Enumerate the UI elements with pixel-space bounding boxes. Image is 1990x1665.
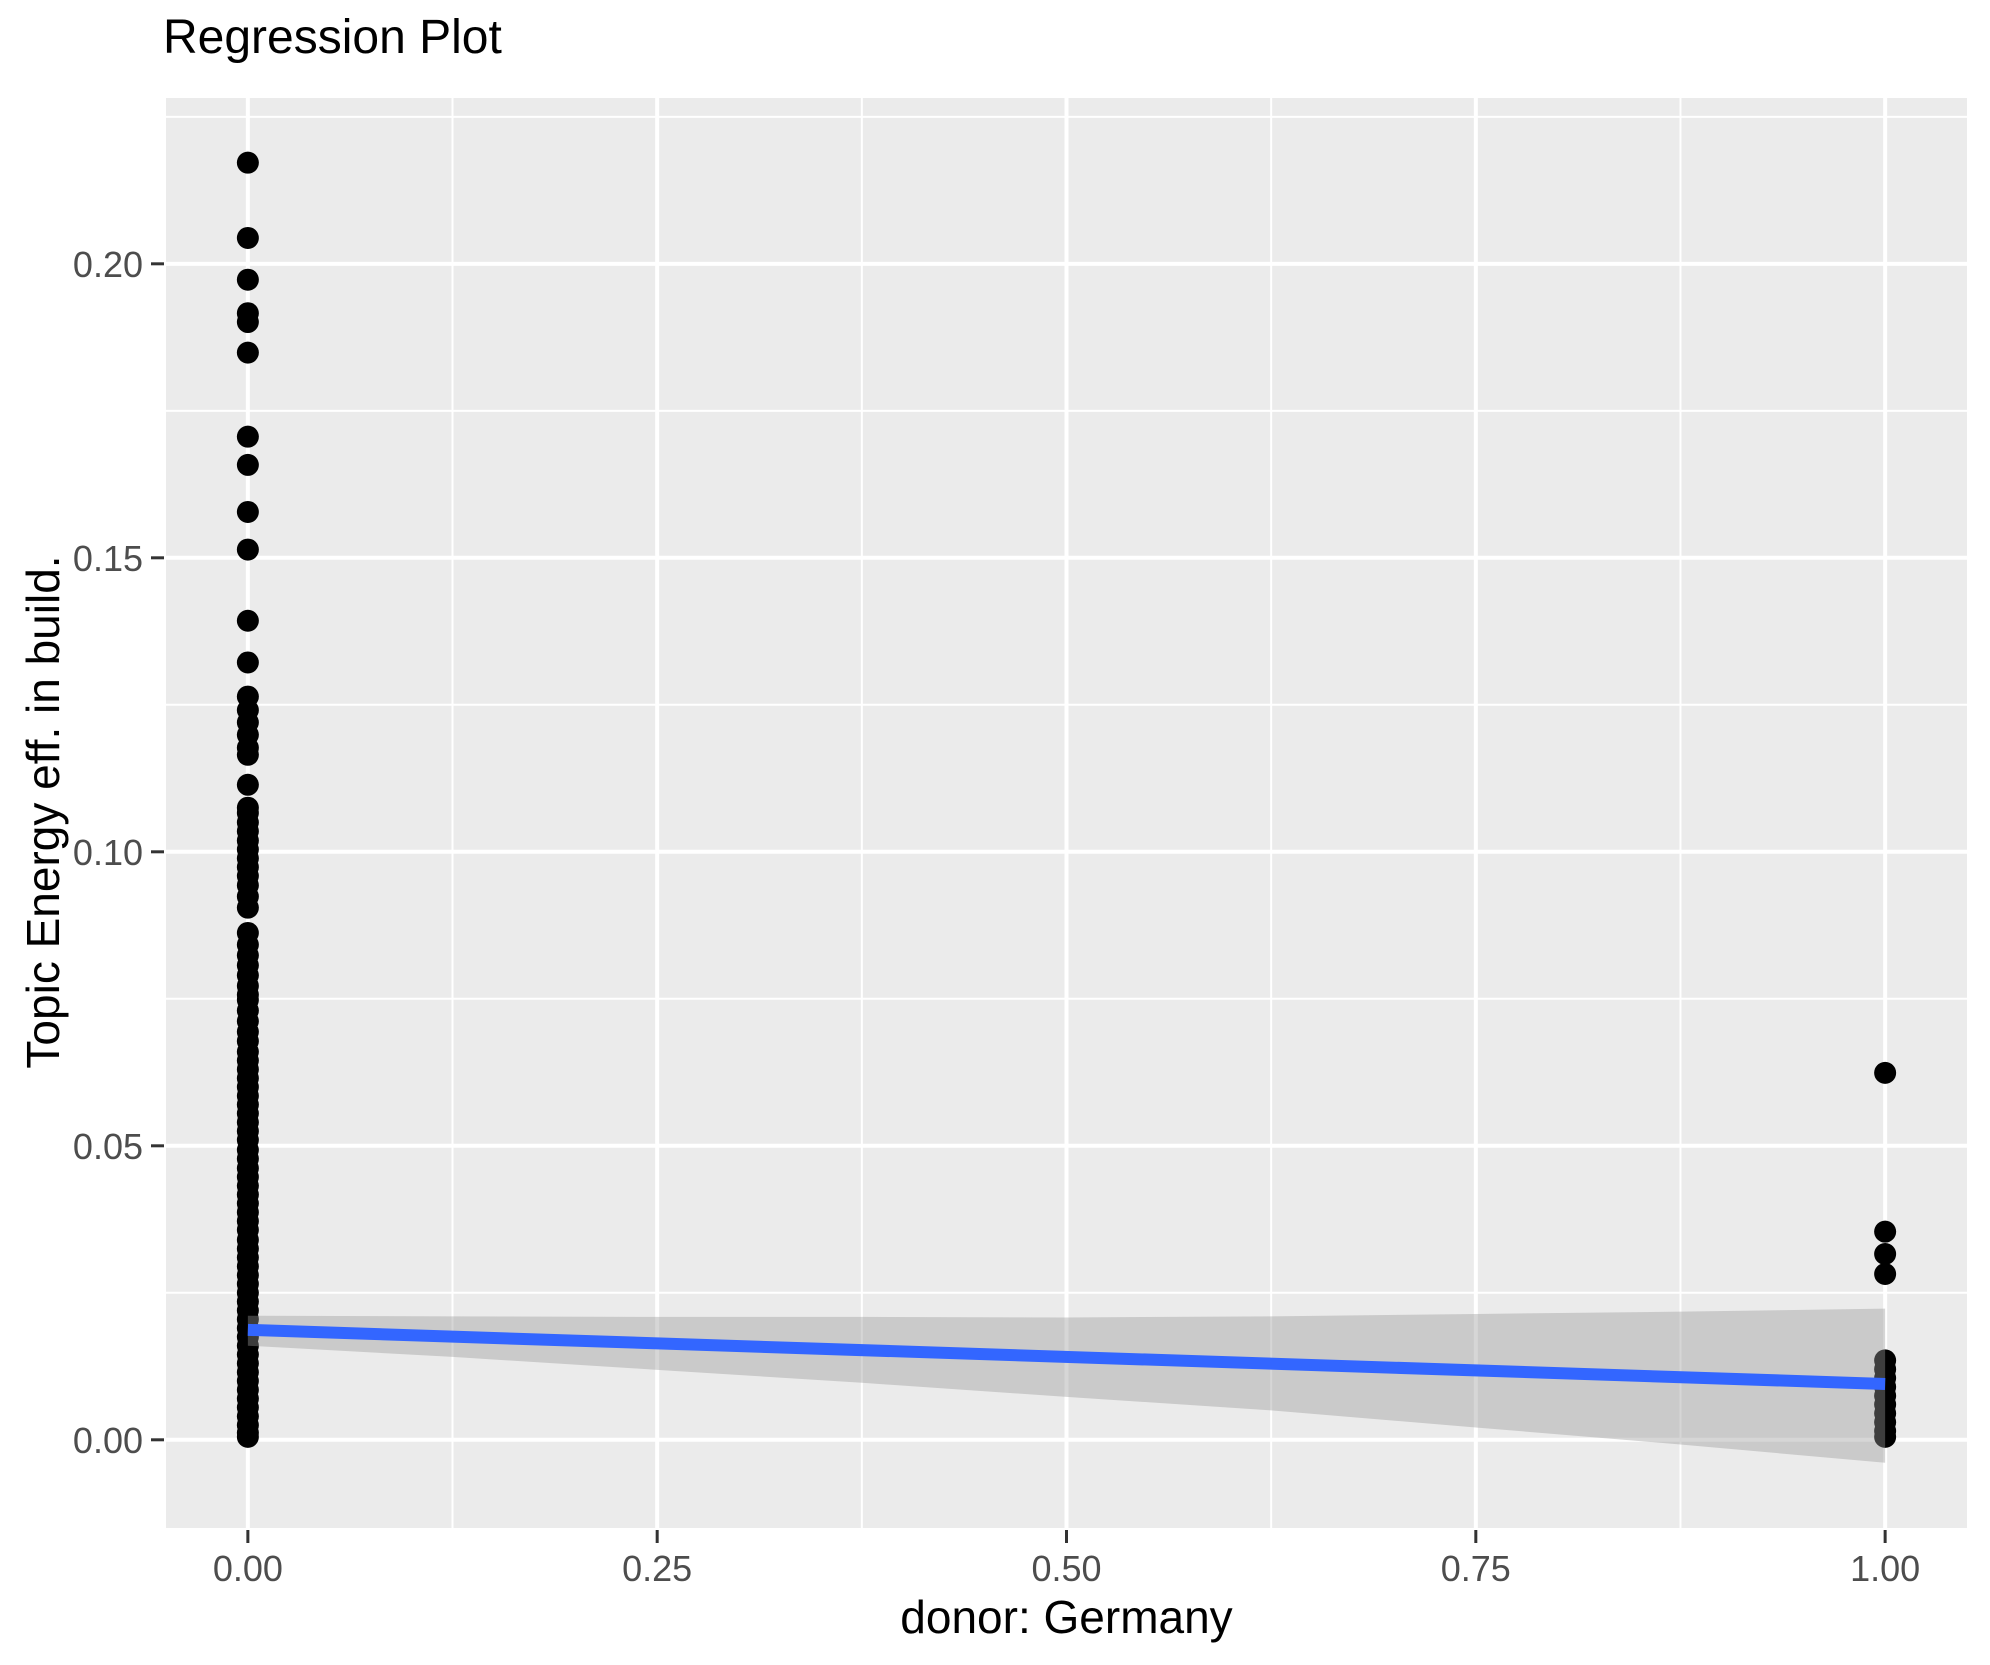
regression-line xyxy=(247,1323,1886,1390)
scatter-points-group-0 xyxy=(236,151,259,1448)
x-tick-label: 0.50 xyxy=(1031,1548,1101,1589)
y-tick-label: 0.15 xyxy=(73,538,143,579)
x-tick-labels: 0.00 0.25 0.50 0.75 1.00 xyxy=(213,1548,1920,1589)
y-tick-label: 0.10 xyxy=(73,832,143,873)
y-tick-label: 0.00 xyxy=(73,1420,143,1461)
y-axis-title: Topic Energy eff. in build. xyxy=(17,555,69,1069)
y-tick-label: 0.20 xyxy=(73,244,143,285)
x-tick-label: 0.25 xyxy=(622,1548,692,1589)
scatter-points-group-1 xyxy=(1874,1061,1897,1448)
x-axis-title: donor: Germany xyxy=(900,1591,1233,1643)
y-tick-labels: 0.00 0.05 0.10 0.15 0.20 xyxy=(73,244,143,1461)
x-tick-label: 0.00 xyxy=(213,1548,283,1589)
x-tick-label: 0.75 xyxy=(1441,1548,1511,1589)
y-tick-label: 0.05 xyxy=(73,1126,143,1167)
x-tick-label: 1.00 xyxy=(1850,1548,1920,1589)
axis-ticks xyxy=(151,262,1887,1543)
plot-title: Regression Plot xyxy=(163,11,502,64)
